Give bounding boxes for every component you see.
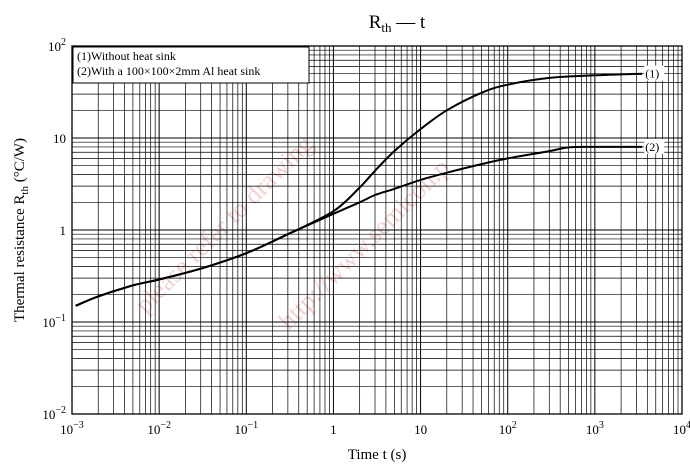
grid xyxy=(72,46,682,414)
y-axis-title-main: Thermal resistance R xyxy=(12,195,28,322)
chart-title: Rth — t xyxy=(369,12,426,35)
series-label-1: (1) xyxy=(645,67,659,81)
y-tick-label: 1 xyxy=(60,223,67,238)
y-tick-label: 102 xyxy=(48,37,66,54)
legend-box xyxy=(72,46,310,84)
chart-title-sub: th xyxy=(381,20,392,35)
series-label-2: (2) xyxy=(645,140,659,154)
x-axis-title: Time t (s) xyxy=(348,447,407,463)
x-tick-label: 10−2 xyxy=(147,420,171,437)
y-axis-title-unit: (°C/W) xyxy=(12,138,28,186)
watermark-text: please refer to drawing xyxy=(129,129,318,318)
x-tick-label: 103 xyxy=(586,420,604,437)
x-tick-label: 102 xyxy=(499,420,517,437)
y-tick-label: 10 xyxy=(53,131,66,146)
titles: Rth — t Time t (s) Thermal resistance Rt… xyxy=(12,12,426,463)
series-lines: (1) (2) xyxy=(75,65,665,307)
x-tick-label: 10−3 xyxy=(60,420,84,437)
x-tick-label: 10−1 xyxy=(234,420,258,437)
series-label-bg xyxy=(644,138,665,154)
series-line-2 xyxy=(75,145,643,307)
y-tick-label: 10−1 xyxy=(42,313,66,330)
legend-entry: (2)With a 100×100×2mm Al heat sink xyxy=(77,64,260,78)
y-tick-label: 10−2 xyxy=(42,405,66,422)
series-label-bg xyxy=(644,65,665,81)
legend-entry: (1)Without heat sink xyxy=(77,49,176,63)
y-axis-title: Thermal resistance Rth (°C/W) xyxy=(12,138,31,322)
chart-title-rest: — t xyxy=(392,12,427,33)
y-axis-title-sub: th xyxy=(19,186,31,195)
plot-frame xyxy=(71,45,683,415)
x-tick-label: 10 xyxy=(414,422,427,437)
x-tick-label: 104 xyxy=(673,420,690,437)
legend: (1)Without heat sink(2)With a 100×100×2m… xyxy=(72,46,310,84)
chart-title-main: R xyxy=(369,12,382,33)
x-tick-label: 1 xyxy=(330,422,337,437)
